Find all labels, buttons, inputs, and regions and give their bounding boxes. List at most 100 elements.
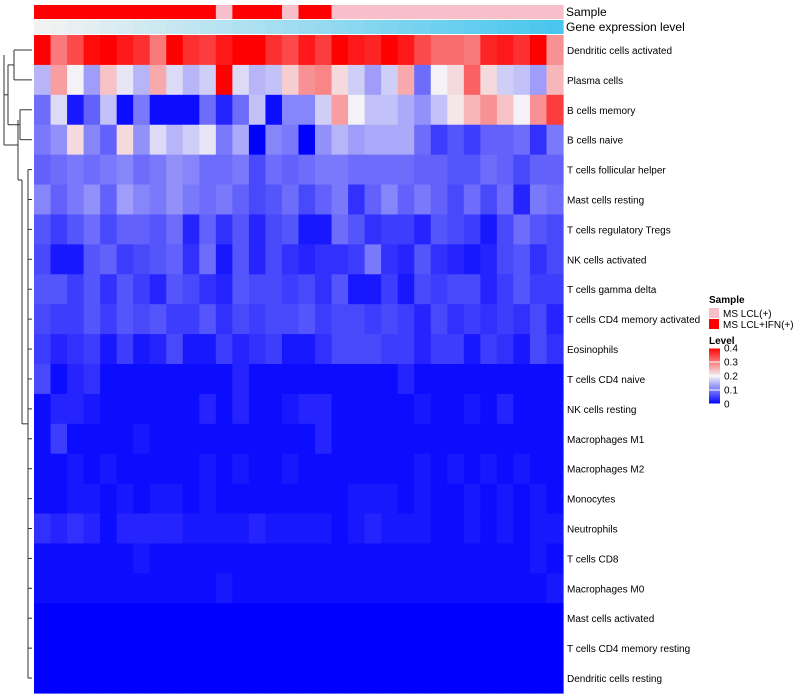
- heatmap-cell: [34, 334, 52, 365]
- sample-annotation-cell: [67, 5, 85, 19]
- heatmap-cell: [397, 64, 415, 96]
- heatmap-cell: [50, 393, 68, 425]
- heatmap-cell: [50, 94, 68, 126]
- heatmap-cell: [265, 483, 283, 515]
- heatmap-cell: [133, 603, 151, 634]
- expression-level-annotation-cell: [447, 20, 465, 34]
- row-labels: Dendritic cells activated Plasma cells B c…: [567, 46, 700, 685]
- heatmap-cell: [199, 304, 217, 335]
- heatmap-cell: [348, 304, 366, 335]
- heatmap-cell: [298, 124, 316, 156]
- heatmap-cell: [182, 483, 200, 515]
- heatmap-cell: [182, 35, 200, 66]
- row-label: T cells regulatory Tregs: [567, 225, 671, 236]
- heatmap-cell: [298, 244, 316, 275]
- heatmap-cell: [199, 334, 217, 365]
- heatmap-cell: [315, 274, 333, 305]
- row-label: NK cells activated: [567, 255, 646, 266]
- heatmap-cell: [298, 94, 316, 126]
- heatmap-cell: [116, 393, 134, 425]
- heatmap-cell: [381, 94, 399, 126]
- heatmap-cell: [414, 94, 432, 126]
- heatmap-cell: [331, 214, 349, 245]
- heatmap-cell: [364, 35, 382, 66]
- heatmap-cell: [430, 423, 448, 455]
- heatmap-cell: [232, 274, 250, 305]
- heatmap-cell: [348, 64, 366, 96]
- heatmap-cell: [463, 633, 481, 664]
- heatmap-cell: [67, 423, 85, 455]
- heatmap-cell: [232, 543, 250, 574]
- heatmap-cell: [215, 453, 233, 485]
- heatmap-cell: [265, 543, 283, 574]
- heatmap-cell: [298, 154, 316, 186]
- heatmap-cell: [298, 334, 316, 365]
- expression-level-annotation-cell: [83, 20, 101, 34]
- heatmap-cell: [298, 663, 316, 694]
- heatmap-cell: [331, 244, 349, 275]
- row-label: Dendritic cells resting: [567, 674, 662, 685]
- heatmap-cell: [348, 244, 366, 275]
- heatmap-cell: [546, 513, 564, 545]
- heatmap-cell: [215, 364, 233, 395]
- heatmap-cell: [430, 334, 448, 365]
- heatmap-cell: [480, 274, 498, 305]
- expression-level-annotation-cell: [381, 20, 399, 34]
- heatmap-cell: [480, 513, 498, 545]
- heatmap-cell: [480, 214, 498, 245]
- heatmap-cell: [315, 573, 333, 604]
- heatmap-cell: [232, 603, 250, 634]
- heatmap-cell: [414, 304, 432, 335]
- heatmap-cell: [414, 543, 432, 574]
- heatmap-cell: [67, 573, 85, 604]
- heatmap-cell: [463, 393, 481, 425]
- heatmap-cell: [513, 64, 531, 96]
- heatmap-cell: [265, 124, 283, 156]
- expression-level-annotation-cell: [232, 20, 250, 34]
- heatmap-cell: [447, 184, 465, 216]
- heatmap-cell: [298, 184, 316, 216]
- heatmap-cell: [529, 603, 548, 634]
- heatmap-cell: [281, 154, 300, 186]
- heatmap-cell: [447, 483, 465, 515]
- heatmap-cell: [397, 663, 415, 694]
- heatmap-cell: [199, 154, 217, 186]
- annotation-label-gene-expression-level: Gene expression level: [566, 20, 685, 34]
- heatmap-cell: [116, 573, 134, 604]
- heatmap-cell: [480, 573, 498, 604]
- heatmap-cell: [34, 304, 52, 335]
- heatmap-cell: [496, 124, 515, 156]
- heatmap-cell: [546, 304, 564, 335]
- heatmap-cell: [529, 94, 548, 126]
- expression-level-annotation-cell: [496, 20, 515, 34]
- heatmap-cell: [83, 423, 101, 455]
- heatmap-cell: [83, 663, 101, 694]
- heatmap-cell: [513, 94, 531, 126]
- heatmap-cell: [149, 453, 167, 485]
- heatmap-cell: [34, 274, 52, 305]
- heatmap-cell: [232, 573, 250, 604]
- heatmap-cell: [182, 64, 200, 96]
- heatmap-cell: [414, 124, 432, 156]
- heatmap-cell: [133, 304, 151, 335]
- heatmap-cell: [414, 663, 432, 694]
- heatmap-cell: [215, 64, 233, 96]
- heatmap-cell: [248, 393, 267, 425]
- heatmap-cell: [529, 304, 548, 335]
- heatmap-cell: [182, 573, 200, 604]
- row-label: T cells follicular helper: [567, 166, 666, 177]
- annotation-track-labels: Sample Gene expression level: [566, 5, 685, 34]
- heatmap-cell: [513, 663, 531, 694]
- heatmap-cell: [463, 423, 481, 455]
- heatmap-cell: [496, 244, 515, 275]
- heatmap-cell: [149, 274, 167, 305]
- heatmap-cell: [513, 633, 531, 664]
- heatmap-cell: [100, 603, 118, 634]
- heatmap-cell: [430, 214, 448, 245]
- heatmap-cell: [397, 543, 415, 574]
- heatmap-cell: [133, 543, 151, 574]
- heatmap-cell: [348, 453, 366, 485]
- heatmap-cell: [463, 513, 481, 545]
- heatmap-cell: [430, 124, 448, 156]
- heatmap-cell: [513, 364, 531, 395]
